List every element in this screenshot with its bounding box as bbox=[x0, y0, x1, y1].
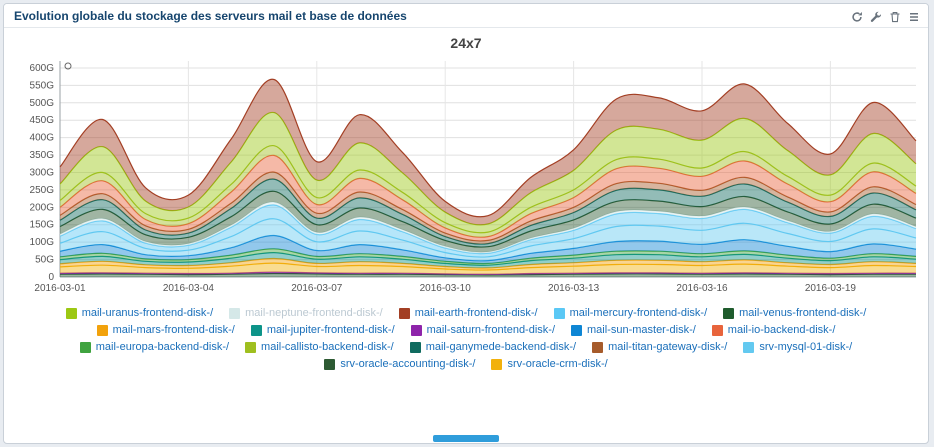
legend-label: mail-venus-frontend-disk-/ bbox=[739, 307, 867, 319]
legend-label: mail-europa-backend-disk-/ bbox=[95, 341, 230, 353]
legend-item[interactable]: mail-mercury-frontend-disk-/ bbox=[553, 307, 708, 319]
legend-item[interactable]: mail-neptune-frontend-disk-/ bbox=[229, 307, 383, 319]
svg-text:100G: 100G bbox=[30, 237, 55, 248]
svg-text:250G: 250G bbox=[30, 185, 55, 196]
legend-label: srv-oracle-accounting-disk-/ bbox=[340, 358, 476, 370]
legend-item[interactable]: mail-earth-frontend-disk-/ bbox=[398, 307, 538, 319]
bottom-scrollbar-thumb[interactable] bbox=[433, 435, 499, 442]
legend-item[interactable]: mail-saturn-frontend-disk-/ bbox=[410, 324, 555, 336]
legend-item[interactable]: mail-callisto-backend-disk-/ bbox=[245, 341, 394, 353]
svg-text:2016-03-07: 2016-03-07 bbox=[291, 283, 343, 294]
svg-text:350G: 350G bbox=[30, 150, 55, 161]
legend-label: mail-titan-gateway-disk-/ bbox=[608, 341, 728, 353]
legend-label: mail-mars-frontend-disk-/ bbox=[112, 324, 235, 336]
svg-text:2016-03-13: 2016-03-13 bbox=[548, 283, 600, 294]
svg-text:2016-03-04: 2016-03-04 bbox=[163, 283, 215, 294]
legend-label: mail-sun-master-disk-/ bbox=[587, 324, 696, 336]
svg-text:450G: 450G bbox=[30, 115, 55, 126]
menu-icon[interactable] bbox=[908, 10, 920, 22]
legend-item[interactable]: mail-jupiter-frontend-disk-/ bbox=[250, 324, 395, 336]
svg-text:150G: 150G bbox=[30, 220, 55, 231]
legend-label: mail-mercury-frontend-disk-/ bbox=[569, 307, 708, 319]
legend-swatch bbox=[398, 307, 410, 319]
legend-label: mail-earth-frontend-disk-/ bbox=[414, 307, 538, 319]
legend-swatch bbox=[409, 341, 421, 353]
legend-swatch bbox=[245, 341, 257, 353]
legend-item[interactable]: srv-mysql-01-disk-/ bbox=[743, 341, 852, 353]
svg-text:400G: 400G bbox=[30, 133, 55, 144]
legend-label: mail-neptune-frontend-disk-/ bbox=[245, 307, 383, 319]
legend-swatch bbox=[79, 341, 91, 353]
stacked-area-chart: 0 50G 100G 150G 200G 250G 300G 350G 400G 450G 500G… bbox=[30, 61, 917, 294]
legend-swatch bbox=[723, 307, 735, 319]
svg-text:0: 0 bbox=[48, 272, 54, 283]
svg-text:550G: 550G bbox=[30, 80, 55, 91]
legend-label: srv-mysql-01-disk-/ bbox=[759, 341, 853, 353]
legend-label: mail-callisto-backend-disk-/ bbox=[261, 341, 394, 353]
legend-swatch bbox=[324, 358, 336, 370]
legend-item[interactable]: mail-venus-frontend-disk-/ bbox=[723, 307, 866, 319]
legend-swatch bbox=[491, 358, 503, 370]
svg-text:2016-03-10: 2016-03-10 bbox=[420, 283, 472, 294]
legend-swatch bbox=[743, 341, 755, 353]
storage-evolution-widget: Evolution globale du stockage des serveu… bbox=[3, 3, 929, 444]
legend-item[interactable]: srv-oracle-crm-disk-/ bbox=[491, 358, 608, 370]
legend-item[interactable]: mail-titan-gateway-disk-/ bbox=[592, 341, 727, 353]
svg-text:200G: 200G bbox=[30, 202, 55, 213]
legend-swatch bbox=[96, 324, 108, 336]
svg-text:50G: 50G bbox=[35, 255, 54, 266]
legend-swatch bbox=[250, 324, 262, 336]
legend-swatch bbox=[592, 341, 604, 353]
svg-text:600G: 600G bbox=[30, 63, 55, 74]
legend-item[interactable]: mail-mars-frontend-disk-/ bbox=[96, 324, 235, 336]
chart-legend: mail-uranus-frontend-disk-/ mail-neptune-… bbox=[14, 307, 918, 370]
legend-item[interactable]: mail-europa-backend-disk-/ bbox=[79, 341, 230, 353]
widget-header: Evolution globale du stockage des serveu… bbox=[4, 4, 928, 28]
svg-text:300G: 300G bbox=[30, 167, 55, 178]
legend-swatch bbox=[229, 307, 241, 319]
widget-toolbar bbox=[851, 10, 920, 23]
legend-label: mail-ganymede-backend-disk-/ bbox=[425, 341, 577, 353]
legend-label: mail-saturn-frontend-disk-/ bbox=[426, 324, 555, 336]
legend-swatch bbox=[65, 307, 77, 319]
svg-text:2016-03-19: 2016-03-19 bbox=[805, 283, 857, 294]
legend-item[interactable]: mail-uranus-frontend-disk-/ bbox=[65, 307, 214, 319]
legend-item[interactable]: mail-ganymede-backend-disk-/ bbox=[409, 341, 577, 353]
legend-swatch bbox=[711, 324, 723, 336]
legend-item[interactable]: mail-sun-master-disk-/ bbox=[571, 324, 696, 336]
legend-swatch bbox=[410, 324, 422, 336]
refresh-icon[interactable] bbox=[851, 10, 863, 22]
trash-icon[interactable] bbox=[889, 10, 901, 23]
legend-label: mail-io-backend-disk-/ bbox=[727, 324, 836, 336]
chart-period-title: 24x7 bbox=[450, 35, 482, 51]
legend-item[interactable]: srv-oracle-accounting-disk-/ bbox=[324, 358, 475, 370]
legend-label: srv-oracle-crm-disk-/ bbox=[507, 358, 608, 370]
legend-item[interactable]: mail-io-backend-disk-/ bbox=[711, 324, 836, 336]
svg-text:2016-03-16: 2016-03-16 bbox=[676, 283, 728, 294]
svg-text:2016-03-01: 2016-03-01 bbox=[34, 283, 86, 294]
legend-swatch bbox=[571, 324, 582, 336]
legend-label: mail-jupiter-frontend-disk-/ bbox=[266, 324, 395, 336]
legend-label: mail-uranus-frontend-disk-/ bbox=[81, 307, 214, 319]
wrench-icon[interactable] bbox=[870, 10, 882, 22]
svg-text:500G: 500G bbox=[30, 98, 55, 109]
legend-swatch bbox=[553, 307, 565, 319]
widget-title: Evolution globale du stockage des serveu… bbox=[14, 9, 407, 23]
